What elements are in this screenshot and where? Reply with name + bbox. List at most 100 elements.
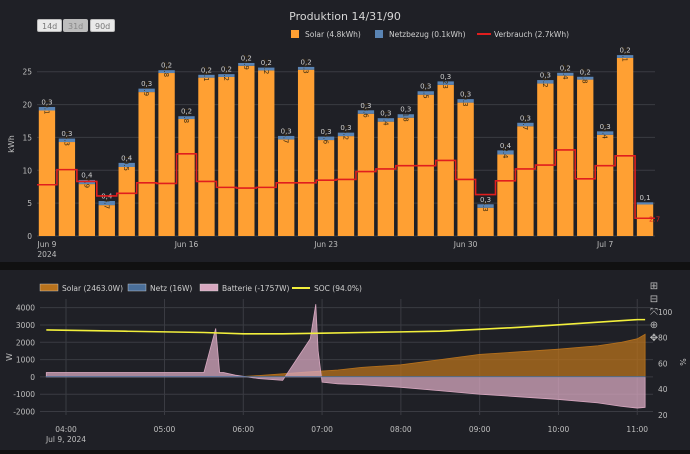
solar-bar: [39, 110, 55, 236]
x-tick-label: 10:00: [548, 425, 570, 434]
solar-bar: [198, 78, 214, 236]
legend-swatch: [128, 284, 146, 291]
range-button-90d[interactable]: 90d: [90, 19, 115, 32]
netz-value-label: 0,3: [281, 127, 292, 135]
x-tick-label: 04:00: [55, 425, 77, 434]
netz-value-label: 0,3: [440, 73, 451, 81]
netz-value-label: 0,2: [181, 108, 192, 116]
zoom-in-icon[interactable]: ⊞: [646, 281, 662, 292]
y-tick-label: -1000: [13, 390, 35, 399]
netz-value-label: 0,1: [639, 194, 650, 202]
solar-bar: [477, 208, 493, 236]
x-tick-label: 09:00: [469, 425, 491, 434]
power-flow-chart-panel: Solar (2463.0W)Netz (16W)Batterie (-1757…: [0, 270, 690, 450]
netz-value-label: 0,3: [420, 83, 431, 91]
y2-axis-label: %: [678, 358, 687, 366]
solar-area: [46, 334, 645, 377]
x-tick-year: 2024: [37, 250, 56, 259]
solar-bar: [79, 184, 95, 236]
netz-value-label: 0,3: [480, 196, 491, 204]
netz-value-label: 0,3: [460, 91, 471, 99]
legend-item-2: Verbrauch (2.7kWh): [494, 30, 569, 39]
netz-value-label: 0,3: [141, 80, 152, 88]
solar-bar: [358, 114, 374, 236]
y-tick-label: 10: [22, 166, 32, 175]
range-button-14d[interactable]: 14d: [37, 19, 62, 32]
solar-bar: [158, 73, 174, 236]
y-axis-label: W: [5, 353, 14, 361]
y-tick-label: 25: [22, 68, 32, 77]
solar-bar: [99, 205, 115, 236]
y-tick-label: 2000: [16, 338, 35, 347]
netz-value-label: 0,2: [560, 64, 571, 72]
zoom-icon[interactable]: ⊕: [646, 320, 662, 331]
legend-item-0: Solar (2463.0W): [62, 284, 123, 293]
solar-bar: [218, 77, 234, 236]
soc-line: [46, 320, 645, 334]
netz-value-label: 0,3: [520, 114, 531, 122]
solar-bar: [557, 76, 573, 236]
y-tick-label: -2000: [13, 408, 35, 417]
solar-bar: [378, 122, 394, 236]
x-tick-label: Jun 23: [313, 240, 338, 249]
solar-bar: [258, 70, 274, 236]
x-tick-date: Jul 9, 2024: [45, 435, 86, 444]
y-tick-label: 15: [22, 133, 32, 142]
x-tick-label: Jul 7: [596, 240, 613, 249]
autoscale-icon[interactable]: ⤧: [646, 307, 662, 318]
x-tick-label: 07:00: [311, 425, 333, 434]
y2-tick-label: 60: [658, 359, 668, 368]
y-tick-label: 1000: [16, 356, 35, 365]
netz-value-label: 0,2: [161, 62, 172, 70]
solar-value-label: 18: [401, 113, 409, 122]
solar-bar: [238, 66, 254, 236]
solar-bar: [318, 140, 334, 236]
solar-bar: [278, 139, 294, 236]
y-tick-label: 4000: [16, 304, 35, 313]
zoom-out-icon[interactable]: ⊟: [646, 294, 662, 305]
netz-value-label: 0,2: [580, 68, 591, 76]
x-tick-label: Jun 9: [37, 240, 57, 249]
y-tick-label: 3000: [16, 321, 35, 330]
x-tick-label: 08:00: [390, 425, 412, 434]
power-flow-area-chart: Solar (2463.0W)Netz (16W)Batterie (-1757…: [0, 270, 690, 450]
y2-tick-label: 40: [658, 385, 668, 394]
solar-value-label: 23: [441, 80, 449, 89]
x-tick-label: 06:00: [232, 425, 254, 434]
pan-icon[interactable]: ✥: [646, 333, 662, 344]
legend-item-0: Solar (4.8kWh): [305, 30, 361, 39]
netz-value-label: 0,3: [61, 130, 72, 138]
legend-item-1: Netzbezug (0.1kWh): [389, 30, 466, 39]
solar-bar: [597, 135, 613, 236]
netz-value-label: 0,2: [221, 66, 232, 74]
netz-value-label: 0,3: [400, 106, 411, 114]
x-tick-label: 05:00: [154, 425, 176, 434]
x-tick-label: 11:00: [626, 425, 648, 434]
range-button-31d[interactable]: 31d: [63, 19, 88, 32]
legend-swatch: [200, 284, 218, 291]
y-tick-label: 0: [30, 373, 35, 382]
y-axis-label: kWh: [7, 135, 16, 153]
solar-bar: [617, 58, 633, 236]
netz-bar: [637, 202, 653, 204]
legend-item-3: SOC (94.0%): [314, 284, 362, 293]
netz-value-label: 0,3: [320, 128, 331, 136]
netz-value-label: 0,2: [261, 59, 272, 67]
netz-value-label: 0,3: [360, 102, 371, 110]
y-tick-label: 0: [27, 232, 32, 241]
netz-value-label: 0,3: [340, 124, 351, 132]
y-tick-label: 20: [22, 101, 32, 110]
solar-bar: [537, 84, 553, 236]
netz-value-label: 0,4: [500, 142, 512, 150]
y2-tick-label: 20: [658, 411, 668, 420]
solar-bar: [59, 142, 75, 236]
solar-bar: [497, 155, 513, 236]
solar-bar: [517, 126, 533, 236]
solar-bar: [577, 80, 593, 236]
netz-value-label: 0,2: [241, 54, 252, 62]
x-tick-label: Jun 30: [453, 240, 478, 249]
netz-value-label: 0,4: [81, 171, 93, 179]
solar-bar: [138, 92, 154, 236]
y-tick-label: 5: [27, 199, 32, 208]
verbrauch-last-label: 2.7: [649, 215, 660, 223]
